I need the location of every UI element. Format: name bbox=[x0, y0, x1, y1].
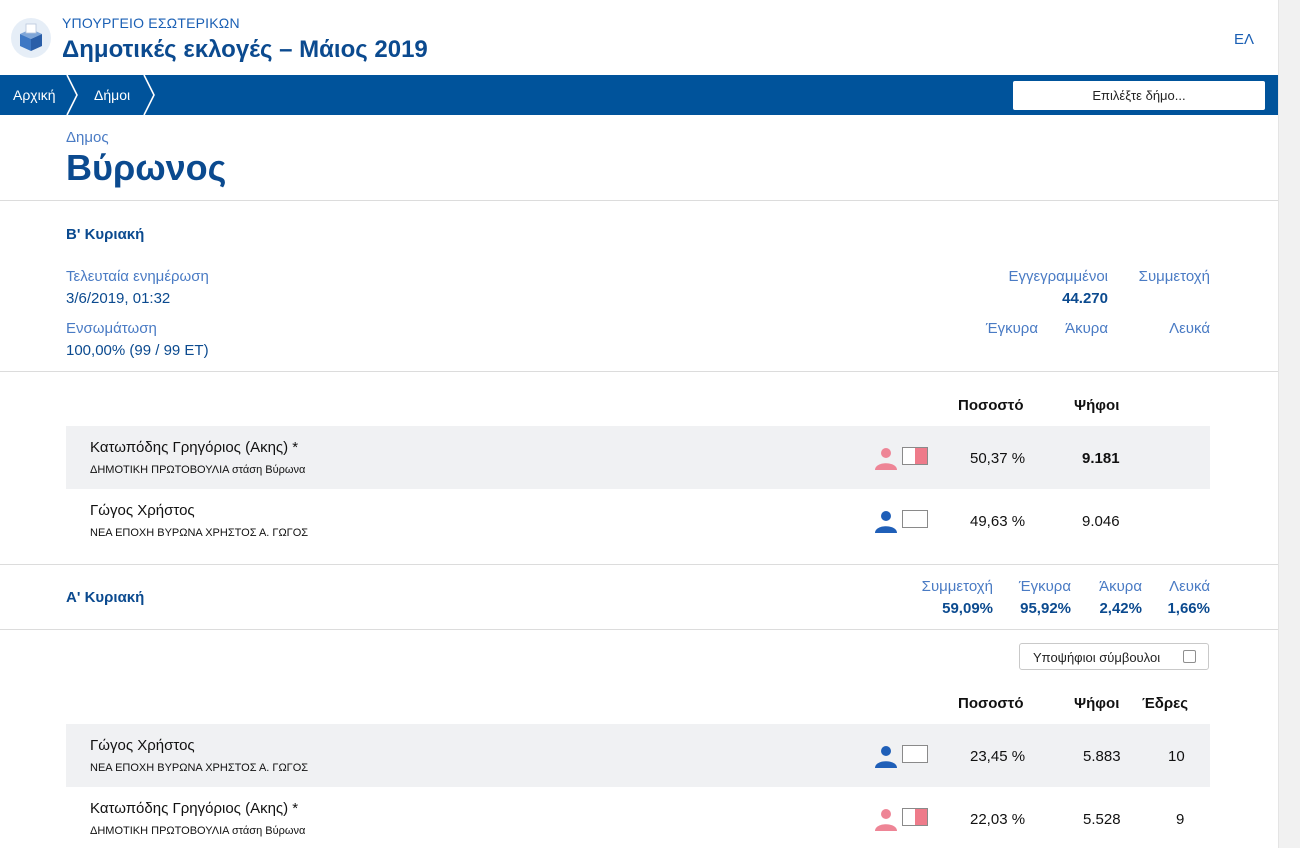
last-update-value: 3/6/2019, 01:32 bbox=[66, 290, 171, 307]
vote-share-meter bbox=[902, 808, 928, 826]
municipality-name: Βύρωνος bbox=[66, 147, 227, 188]
breadcrumb-chevron-icon bbox=[143, 75, 155, 115]
divider bbox=[0, 200, 1278, 201]
divider bbox=[0, 564, 1278, 565]
vote-share-meter bbox=[902, 510, 928, 528]
vote-share-meter bbox=[902, 447, 928, 465]
person-blue-icon bbox=[875, 746, 897, 768]
vote-share-fill bbox=[914, 809, 927, 825]
candidate-name: Γώγος Χρήστος bbox=[90, 737, 195, 754]
table-row[interactable]: Κατωπόδης Γρηγόριος (Ακης) * ΔΗΜΟΤΙΚΗ ΠΡ… bbox=[66, 426, 1210, 489]
invalid-label: Άκυρα bbox=[1065, 320, 1108, 337]
candidate-name: Κατωπόδης Γρηγόριος (Ακης) * bbox=[90, 439, 299, 456]
divider bbox=[0, 629, 1278, 630]
table-row[interactable]: Γώγος Χρήστος ΝΕΑ ΕΠΟΧΗ ΒΥΡΩΝΑ ΧΡΗΣΤΟΣ Α… bbox=[66, 489, 1210, 552]
person-pink-icon bbox=[875, 448, 897, 470]
turnout-label: Συμμετοχή bbox=[921, 578, 993, 595]
col-header-votes: Ψήφοι bbox=[1074, 695, 1120, 712]
vote-share-meter bbox=[902, 745, 928, 763]
candidate-percent: 50,37 % bbox=[970, 450, 1026, 467]
blank-label: Λευκά bbox=[1169, 320, 1210, 337]
app-title[interactable]: Δημοτικές εκλογές – Μάιος 2019 bbox=[62, 36, 428, 63]
invalid-value: 2,42% bbox=[1099, 600, 1142, 617]
integration-label: Ενσωμάτωση bbox=[66, 320, 157, 337]
divider bbox=[0, 371, 1278, 372]
municipality-label: Δημος bbox=[66, 129, 109, 146]
breadcrumb-bar: Αρχική Δήμοι Επιλέξτε δήμο... bbox=[0, 75, 1278, 115]
table-row[interactable]: Κατωπόδης Γρηγόριος (Ακης) * ΔΗΜΟΤΙΚΗ ΠΡ… bbox=[66, 787, 1210, 850]
vertical-scrollbar[interactable] bbox=[1278, 0, 1300, 848]
table-row[interactable]: Γώγος Χρήστος ΝΕΑ ΕΠΟΧΗ ΒΥΡΩΝΑ ΧΡΗΣΤΟΣ Α… bbox=[66, 724, 1210, 787]
candidate-name: Γώγος Χρήστος bbox=[90, 502, 195, 519]
language-switch[interactable]: ΕΛ bbox=[1234, 31, 1255, 48]
candidate-seats: 10 bbox=[1168, 748, 1185, 765]
candidate-party: ΝΕΑ ΕΠΟΧΗ ΒΥΡΩΝΑ ΧΡΗΣΤΟΣ Α. ΓΩΓΟΣ bbox=[90, 527, 309, 539]
registered-value: 44.270 bbox=[1062, 290, 1108, 307]
councillors-checkbox[interactable] bbox=[1183, 650, 1196, 663]
person-pink-icon bbox=[875, 809, 897, 831]
councillors-toggle[interactable]: Υποψήφιοι σύμβουλοι bbox=[1019, 643, 1209, 670]
round-b-title: Β' Κυριακή bbox=[66, 226, 145, 243]
last-update-label: Τελευταία ενημέρωση bbox=[66, 268, 209, 285]
candidate-votes: 9.046 bbox=[1082, 513, 1120, 530]
candidate-party: ΔΗΜΟΤΙΚΗ ΠΡΩΤΟΒΟΥΛΙΑ στάση Βύρωνα bbox=[90, 464, 306, 476]
turnout-value: 59,09% bbox=[942, 600, 993, 617]
person-blue-icon bbox=[875, 511, 897, 533]
municipality-select[interactable]: Επιλέξτε δήμο... bbox=[1013, 81, 1265, 110]
vote-share-fill bbox=[914, 448, 927, 464]
col-header-seats: Έδρες bbox=[1142, 695, 1189, 712]
registered-label: Εγγεγραμμένοι bbox=[1008, 268, 1108, 285]
candidate-name: Κατωπόδης Γρηγόριος (Ακης) * bbox=[90, 800, 299, 817]
candidate-votes: 9.181 bbox=[1082, 450, 1120, 467]
breadcrumb-municipalities[interactable]: Δήμοι bbox=[94, 87, 131, 103]
ministry-name: ΥΠΟΥΡΓΕΙΟ ΕΣΩΤΕΡΙΚΩΝ bbox=[62, 15, 240, 31]
col-header-percent: Ποσοστό bbox=[958, 397, 1024, 414]
valid-label: Έγκυρα bbox=[1018, 578, 1071, 595]
integration-value: 100,00% (99 / 99 ΕΤ) bbox=[66, 342, 209, 359]
turnout-label: Συμμετοχή bbox=[1138, 268, 1210, 285]
candidate-votes: 5.883 bbox=[1083, 748, 1121, 765]
candidate-percent: 22,03 % bbox=[970, 811, 1026, 828]
candidate-percent: 23,45 % bbox=[970, 748, 1026, 765]
candidate-party: ΝΕΑ ΕΠΟΧΗ ΒΥΡΩΝΑ ΧΡΗΣΤΟΣ Α. ΓΩΓΟΣ bbox=[90, 762, 309, 774]
blank-label: Λευκά bbox=[1169, 578, 1210, 595]
candidate-seats: 9 bbox=[1176, 811, 1185, 828]
councillors-toggle-label: Υποψήφιοι σύμβουλοι bbox=[1033, 650, 1161, 665]
candidate-votes: 5.528 bbox=[1083, 811, 1121, 828]
candidate-party: ΔΗΜΟΤΙΚΗ ΠΡΩΤΟΒΟΥΛΙΑ στάση Βύρωνα bbox=[90, 825, 306, 837]
valid-label: Έγκυρα bbox=[985, 320, 1038, 337]
invalid-label: Άκυρα bbox=[1099, 578, 1142, 595]
round-a-title: Α' Κυριακή bbox=[66, 589, 145, 606]
breadcrumb-home[interactable]: Αρχική bbox=[13, 87, 56, 103]
ballot-box-logo-icon bbox=[11, 18, 51, 58]
blank-value: 1,66% bbox=[1167, 600, 1210, 617]
col-header-votes: Ψήφοι bbox=[1074, 397, 1120, 414]
candidate-percent: 49,63 % bbox=[970, 513, 1026, 530]
breadcrumb-chevron-icon bbox=[66, 75, 78, 115]
valid-value: 95,92% bbox=[1020, 600, 1071, 617]
col-header-percent: Ποσοστό bbox=[958, 695, 1024, 712]
